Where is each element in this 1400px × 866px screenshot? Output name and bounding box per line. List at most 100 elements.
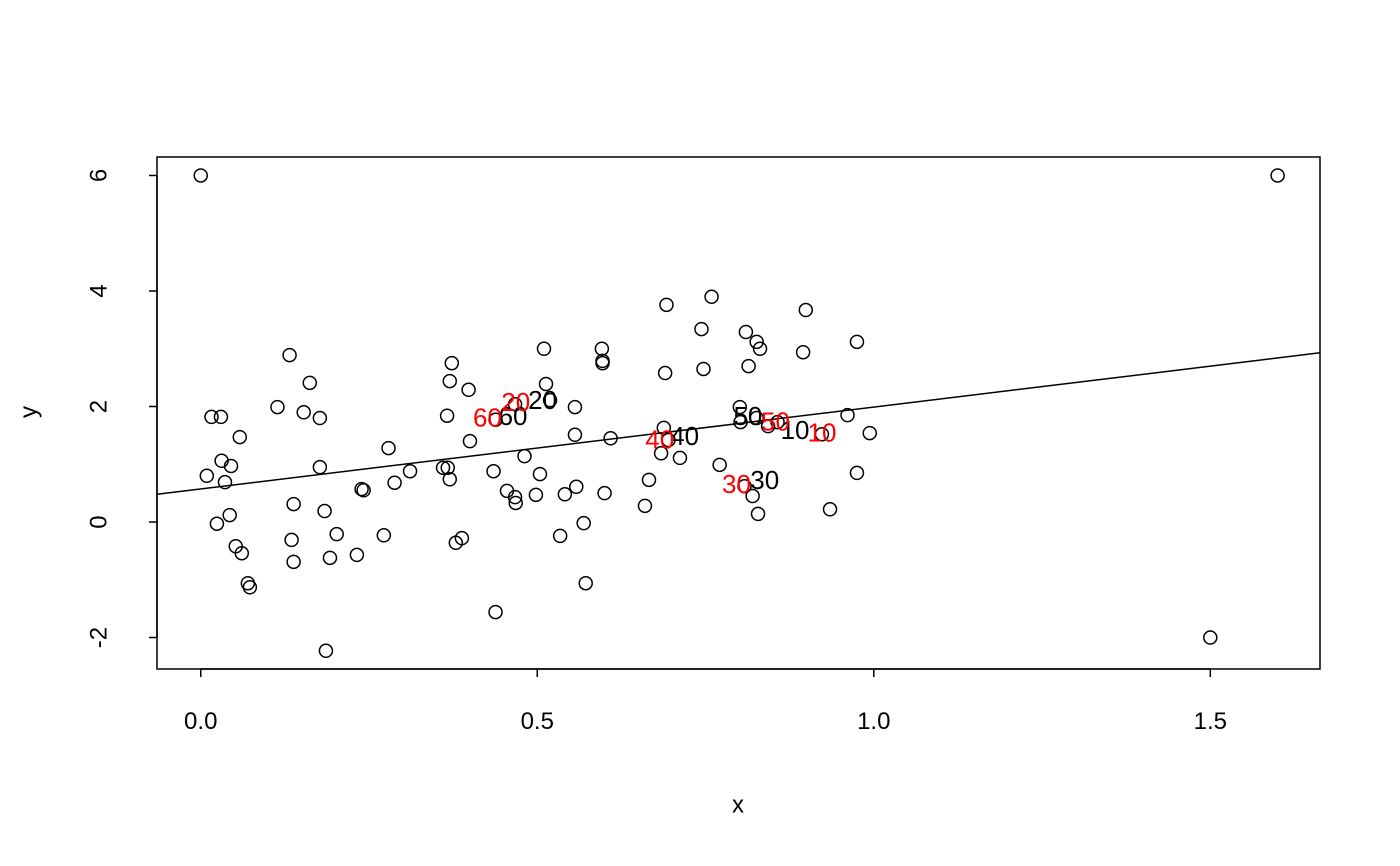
point (641, 472, 657, 488)
point (312, 459, 328, 475)
point (454, 530, 470, 546)
point (840, 407, 855, 423)
point (745, 488, 760, 504)
point (542, 392, 558, 408)
point (659, 297, 674, 313)
x-tick-label: 0.5 (521, 708, 554, 735)
point (286, 554, 301, 570)
annotation: 10 (807, 418, 836, 448)
point (270, 399, 285, 415)
point (737, 478, 752, 494)
annotation: 20 (528, 385, 557, 415)
point (567, 427, 583, 443)
y-axis-label: y (15, 406, 42, 418)
annotation: 60 (473, 403, 502, 433)
point (435, 460, 451, 475)
point (552, 528, 568, 544)
point (741, 358, 756, 374)
point (223, 458, 239, 474)
x-axis-label: x (732, 791, 744, 818)
point (532, 466, 548, 482)
point (849, 334, 865, 350)
point (1270, 168, 1285, 183)
point (653, 446, 669, 461)
annotation: 30 (722, 469, 751, 499)
point (217, 474, 233, 490)
point (461, 382, 476, 398)
fit-line (156, 352, 1321, 496)
point (302, 375, 318, 391)
point (488, 604, 503, 620)
point (661, 432, 676, 448)
point (284, 532, 299, 548)
y-tick-label: 0 (85, 515, 112, 528)
point (486, 463, 501, 479)
point (597, 485, 612, 501)
point (488, 412, 503, 428)
point (286, 496, 301, 512)
point (349, 547, 365, 563)
point (322, 550, 338, 566)
point (567, 399, 583, 415)
y-tick-label: 6 (85, 169, 112, 182)
point (234, 545, 250, 561)
point (387, 475, 402, 490)
x-tick-label: 1.0 (857, 708, 890, 735)
point (507, 396, 523, 412)
point (732, 399, 748, 415)
point (317, 503, 332, 519)
point (569, 479, 584, 495)
point (507, 489, 523, 505)
point (312, 410, 328, 426)
point (749, 334, 764, 350)
point (738, 324, 754, 340)
point (282, 347, 297, 363)
point (318, 643, 334, 659)
point (578, 575, 593, 591)
point (442, 373, 458, 389)
point (576, 515, 591, 531)
point (672, 450, 688, 466)
annotation: 60 (499, 401, 528, 431)
point (862, 425, 877, 441)
point (536, 341, 552, 356)
point (199, 468, 215, 484)
point (694, 321, 709, 337)
point (439, 408, 455, 423)
point (696, 361, 711, 377)
annotation: 40 (645, 425, 674, 455)
point (795, 344, 811, 360)
point (594, 341, 610, 356)
x-tick-label: 1.5 (1194, 708, 1227, 735)
point (849, 465, 865, 481)
y-tick-label: 4 (85, 284, 112, 297)
y-tick-label: -2 (85, 627, 112, 648)
point (749, 410, 764, 426)
point (222, 507, 237, 523)
y-tick-label: 2 (85, 400, 112, 413)
point (517, 448, 532, 464)
point (354, 481, 369, 497)
point (1203, 630, 1218, 645)
point (442, 472, 458, 487)
point (595, 355, 610, 371)
point (232, 429, 248, 445)
point (213, 409, 229, 425)
point (657, 365, 673, 381)
point (193, 168, 208, 183)
point (752, 341, 768, 356)
point (822, 502, 838, 517)
point (462, 433, 478, 449)
annotation: 10 (781, 415, 810, 445)
point (376, 528, 392, 543)
point (538, 376, 554, 392)
annotation: 30 (750, 465, 779, 495)
point (204, 409, 219, 425)
point (356, 482, 371, 498)
point (499, 483, 515, 499)
point (528, 487, 544, 503)
point (402, 463, 418, 479)
x-tick-label: 0.0 (184, 708, 217, 735)
point (209, 516, 225, 531)
